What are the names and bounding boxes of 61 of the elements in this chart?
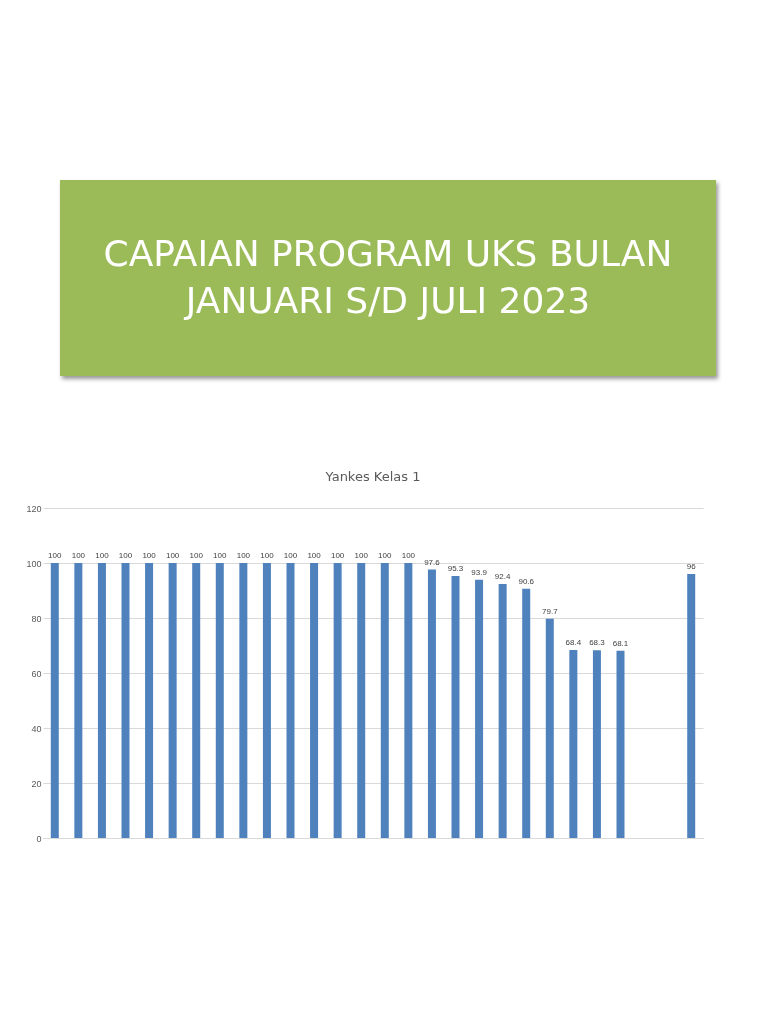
y-tick-label: 120 [26,503,42,514]
bar [522,588,531,838]
data-label: 100 [354,551,369,560]
bar [569,649,578,838]
bar [50,563,59,838]
data-label: 97.6 [424,557,441,567]
data-label: 100 [330,551,345,560]
bar [145,563,154,838]
data-label: 96 [686,562,697,571]
bar [475,579,484,838]
data-label: 100 [378,551,392,560]
y-tick-label: 20 [31,778,42,789]
data-label: 90.6 [518,576,535,586]
data-label: 100 [213,551,227,560]
bar [687,574,696,838]
bar [262,563,271,838]
data-label: 68.4 [565,637,582,647]
data-label: 100 [48,551,62,560]
data-label: 93.9 [471,567,488,577]
chart-subtitle: Yankes Kelas 1 [324,469,421,484]
bar [97,563,106,838]
bar [545,618,554,838]
chart-title: CAPAIAN PROGRAM UKS BULAN JANUARI S/D JULI 2023 [60,180,716,376]
y-tick-label: 80 [31,613,42,624]
bar [74,563,83,838]
bar [616,650,625,838]
y-tick-label: 0 [36,833,42,844]
bar [192,563,201,838]
data-label: 100 [118,551,133,560]
bar [168,563,177,838]
data-label: 79.7 [542,606,559,616]
data-label: 100 [260,551,275,560]
bar [404,563,413,838]
bar [592,650,601,838]
bar [310,563,319,838]
data-label: 100 [283,551,298,560]
bar [357,563,366,838]
data-label: 92.4 [494,571,511,581]
data-label: 100 [189,551,204,560]
data-label: 100 [307,551,322,560]
bar [286,563,295,838]
data-label: 100 [165,551,180,560]
data-label: 100 [236,551,251,560]
bar [215,563,224,838]
bar [498,583,507,838]
bar [121,563,130,838]
bar [239,563,248,838]
data-label: 100 [142,551,157,560]
data-label: 95.3 [447,563,464,573]
data-label: 68.1 [612,638,629,648]
bar [451,575,460,838]
bar [380,563,389,838]
bar [333,563,342,838]
data-label: 68.3 [589,638,606,648]
data-label: 100 [95,551,110,560]
y-tick-label: 40 [31,723,42,734]
y-tick-label: 60 [31,668,42,679]
y-tick-label: 100 [26,558,42,569]
data-label: 100 [71,551,86,560]
data-label: 100 [401,551,416,560]
bar [427,569,436,838]
